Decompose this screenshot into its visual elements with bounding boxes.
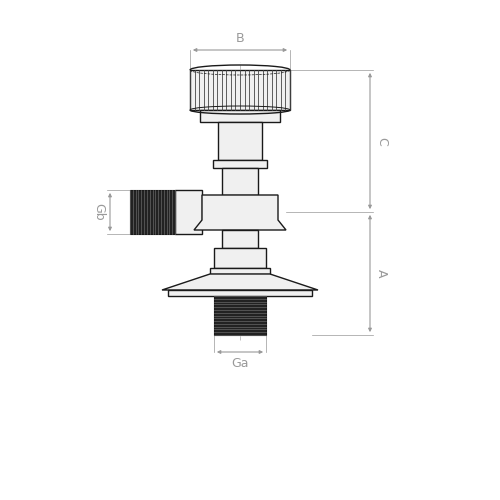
Bar (200, 110, 280, 122)
Text: Gb: Gb (92, 203, 105, 221)
Polygon shape (194, 195, 286, 230)
Text: A: A (375, 269, 388, 278)
Text: Ga: Ga (231, 357, 249, 370)
Bar (222, 230, 258, 248)
Bar (190, 70, 290, 110)
Bar (218, 122, 262, 160)
Text: C: C (375, 136, 388, 145)
Bar (210, 268, 270, 274)
Bar (175, 190, 202, 234)
Text: B: B (236, 32, 244, 45)
Bar (214, 296, 266, 335)
Bar (213, 160, 267, 168)
Bar (168, 290, 312, 296)
Bar (214, 248, 266, 268)
Bar (130, 190, 175, 234)
Bar (222, 168, 258, 195)
Polygon shape (162, 274, 318, 290)
